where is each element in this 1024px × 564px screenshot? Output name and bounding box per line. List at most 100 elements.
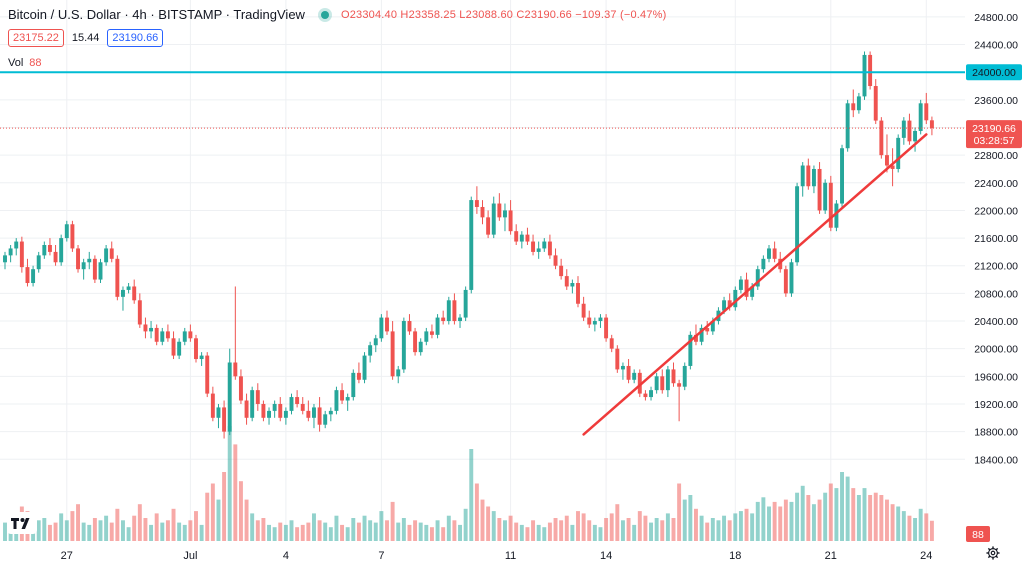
candle: [323, 410, 328, 429]
candle-body: [519, 234, 524, 242]
candle: [514, 224, 519, 245]
volume-bar: [188, 520, 193, 541]
volume-legend[interactable]: Vol 88: [8, 57, 42, 69]
volume-bar: [373, 522, 378, 541]
candle: [53, 245, 58, 266]
candle-body: [132, 286, 137, 301]
volume-bar: [856, 495, 861, 541]
candle: [553, 248, 558, 270]
candle-body: [901, 120, 906, 138]
candle-body: [267, 410, 271, 418]
candle: [115, 255, 120, 301]
price-axis[interactable]: 24800.0024400.0024000.0023600.0023200.00…: [965, 0, 1024, 564]
tradingview-logo-icon[interactable]: [7, 512, 37, 534]
candle-body: [896, 137, 901, 169]
candle-body: [694, 334, 698, 342]
candle-body: [531, 241, 536, 252]
candle-body: [705, 327, 710, 332]
candle-body: [362, 355, 367, 380]
volume-bar: [340, 524, 345, 541]
candle-body: [514, 231, 519, 242]
candle-body: [491, 203, 496, 235]
candle-body: [31, 269, 36, 284]
candle: [474, 186, 479, 214]
candle: [783, 265, 788, 297]
candle-body: [738, 279, 743, 290]
candle: [3, 251, 7, 270]
volume-bar: [879, 495, 884, 541]
volume-label: Vol: [8, 57, 24, 69]
candle-body: [222, 407, 227, 432]
candle-body: [463, 289, 468, 318]
candle-body: [441, 317, 446, 322]
candle-body: [154, 327, 159, 342]
volume-bar: [323, 522, 328, 541]
candle: [811, 165, 816, 194]
price-axis-bg: [965, 0, 1024, 564]
volume-bar: [581, 513, 586, 541]
candle-body: [862, 54, 867, 97]
candle: [519, 231, 524, 249]
buy-price-button[interactable]: 23190.66: [107, 29, 164, 47]
candle: [306, 400, 311, 422]
candle-body: [435, 317, 440, 335]
candle-body: [295, 397, 300, 404]
volume-bar: [828, 483, 833, 541]
volume-bar: [238, 481, 243, 541]
symbol-title[interactable]: Bitcoin / U.S. Dollar · 4h · BITSTAMP · …: [8, 7, 305, 22]
settings-gear-icon[interactable]: [986, 546, 1000, 560]
volume-bar: [480, 499, 485, 541]
volume-bar: [491, 511, 496, 541]
volume-bar: [823, 492, 828, 541]
volume-bar: [154, 513, 159, 541]
volume-bar: [660, 520, 665, 541]
candle: [862, 51, 867, 100]
volume-bar: [806, 495, 811, 541]
time-axis[interactable]: 27 Jul 4 7 11 14 18 21 24: [0, 541, 1024, 564]
candle-body: [604, 317, 609, 339]
volume-bar: [531, 520, 536, 541]
volume-bar: [778, 506, 783, 541]
candle: [70, 220, 75, 252]
trendline[interactable]: [582, 133, 928, 436]
candle: [14, 238, 19, 256]
price-tick-label: 20000.00: [974, 344, 1018, 356]
volume-bar: [210, 483, 215, 541]
candle-body: [660, 376, 665, 391]
candle-body: [160, 331, 165, 342]
candle: [149, 321, 154, 339]
candle: [345, 393, 350, 411]
volume-bar: [609, 513, 614, 541]
candle-body: [767, 248, 771, 259]
candle-body: [503, 210, 507, 218]
candle: [840, 144, 844, 207]
candle-body: [913, 130, 918, 142]
volume-bar: [356, 522, 361, 541]
price-tick-label: 18800.00: [974, 427, 1018, 439]
volume-bar: [553, 518, 558, 541]
candle-body: [413, 331, 418, 353]
candle-body: [553, 255, 558, 266]
candle-body: [828, 182, 833, 228]
volume-bar: [727, 520, 732, 541]
volume-bar: [458, 524, 462, 541]
candle-body: [238, 376, 243, 401]
candle: [368, 341, 373, 363]
candle-body: [351, 372, 356, 398]
volume-bar: [177, 522, 182, 541]
candle: [856, 92, 861, 114]
candle: [407, 314, 412, 335]
volume-bars: [3, 426, 934, 541]
volume-bar: [598, 527, 603, 541]
candle-body: [907, 120, 912, 142]
candle-body: [873, 86, 878, 121]
candle-body: [744, 279, 749, 297]
candle-body: [806, 165, 811, 187]
volume-bar: [519, 524, 524, 541]
candle-body: [834, 203, 839, 228]
volume-bar: [199, 524, 204, 541]
sell-price-button[interactable]: 23175.22: [8, 29, 64, 47]
volume-bar: [244, 499, 249, 541]
price-tick-label: 23600.00: [974, 95, 1018, 107]
